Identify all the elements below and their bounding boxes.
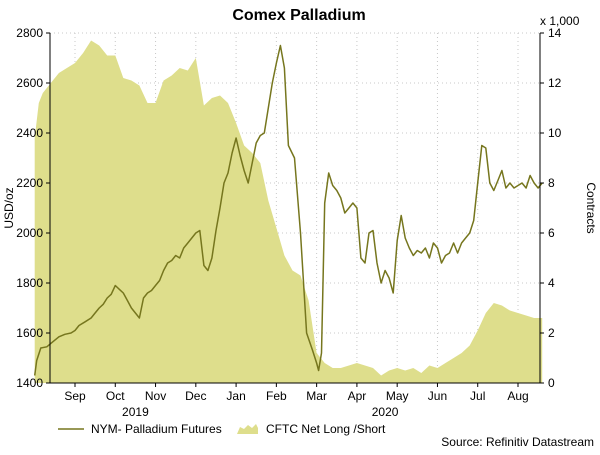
legend-label-futures: NYM- Palladium Futures [91,422,222,436]
y-tick-label-right: 6 [548,226,555,240]
y-tick-label-right: 10 [548,126,562,140]
x-year-label: 2020 [372,405,399,419]
palladium-futures-line [33,44,543,376]
x-tick-label: Jan [226,389,245,403]
source-note: Source: Refinitiv Datastream [441,435,594,449]
x-tick-label: May [386,389,409,403]
x-tick-label: Nov [145,389,166,403]
legend-label-cftc: CFTC Net Long /Short [266,422,386,436]
area-layer [34,40,543,383]
y-tick-label-right: 12 [548,76,562,90]
right-axis-multiplier: x 1,000 [540,14,580,28]
x-tick-label: Mar [306,389,327,403]
cftc-area [34,40,543,383]
x-tick-label: Dec [185,389,206,403]
legend: NYM- Palladium Futures CFTC Net Long /Sh… [58,422,386,436]
x-tick-label: Sep [64,389,86,403]
y-tick-label-left: 2400 [16,126,43,140]
y-axis-title-right: Contracts [584,182,598,233]
y-tick-label-right: 14 [548,26,562,40]
y-tick-label-left: 2200 [16,176,43,190]
line-layer [33,44,543,376]
y-tick-label-left: 1600 [16,326,43,340]
axes-layer [49,33,541,384]
y-tick-label-right: 2 [548,326,555,340]
x-tick-label: Oct [106,389,125,403]
y-tick-label-left: 2000 [16,226,43,240]
x-tick-label: Jun [428,389,447,403]
x-tick-label: Jul [470,389,485,403]
legend-area-swatch [237,424,258,434]
chart-title: Comex Palladium [232,7,365,24]
y-axis-title-left: USD/oz [2,187,16,228]
x-tick-label: Aug [507,389,528,403]
y-tick-label-left: 1400 [16,376,43,390]
y-tick-label-left: 2800 [16,26,43,40]
x-tick-label: Apr [348,389,367,403]
x-year-label: 2019 [122,405,149,419]
ticks-layer: 1400 1600 1800 2000 2200 2400 2600 2800 0 2 4 6 8 10 1… [16,26,561,419]
y-tick-label-right: 8 [548,176,555,190]
y-tick-label-right: 0 [548,376,555,390]
x-tick-label: Feb [266,389,287,403]
y-tick-label-right: 4 [548,276,555,290]
y-tick-label-left: 1800 [16,276,43,290]
y-tick-label-left: 2600 [16,76,43,90]
